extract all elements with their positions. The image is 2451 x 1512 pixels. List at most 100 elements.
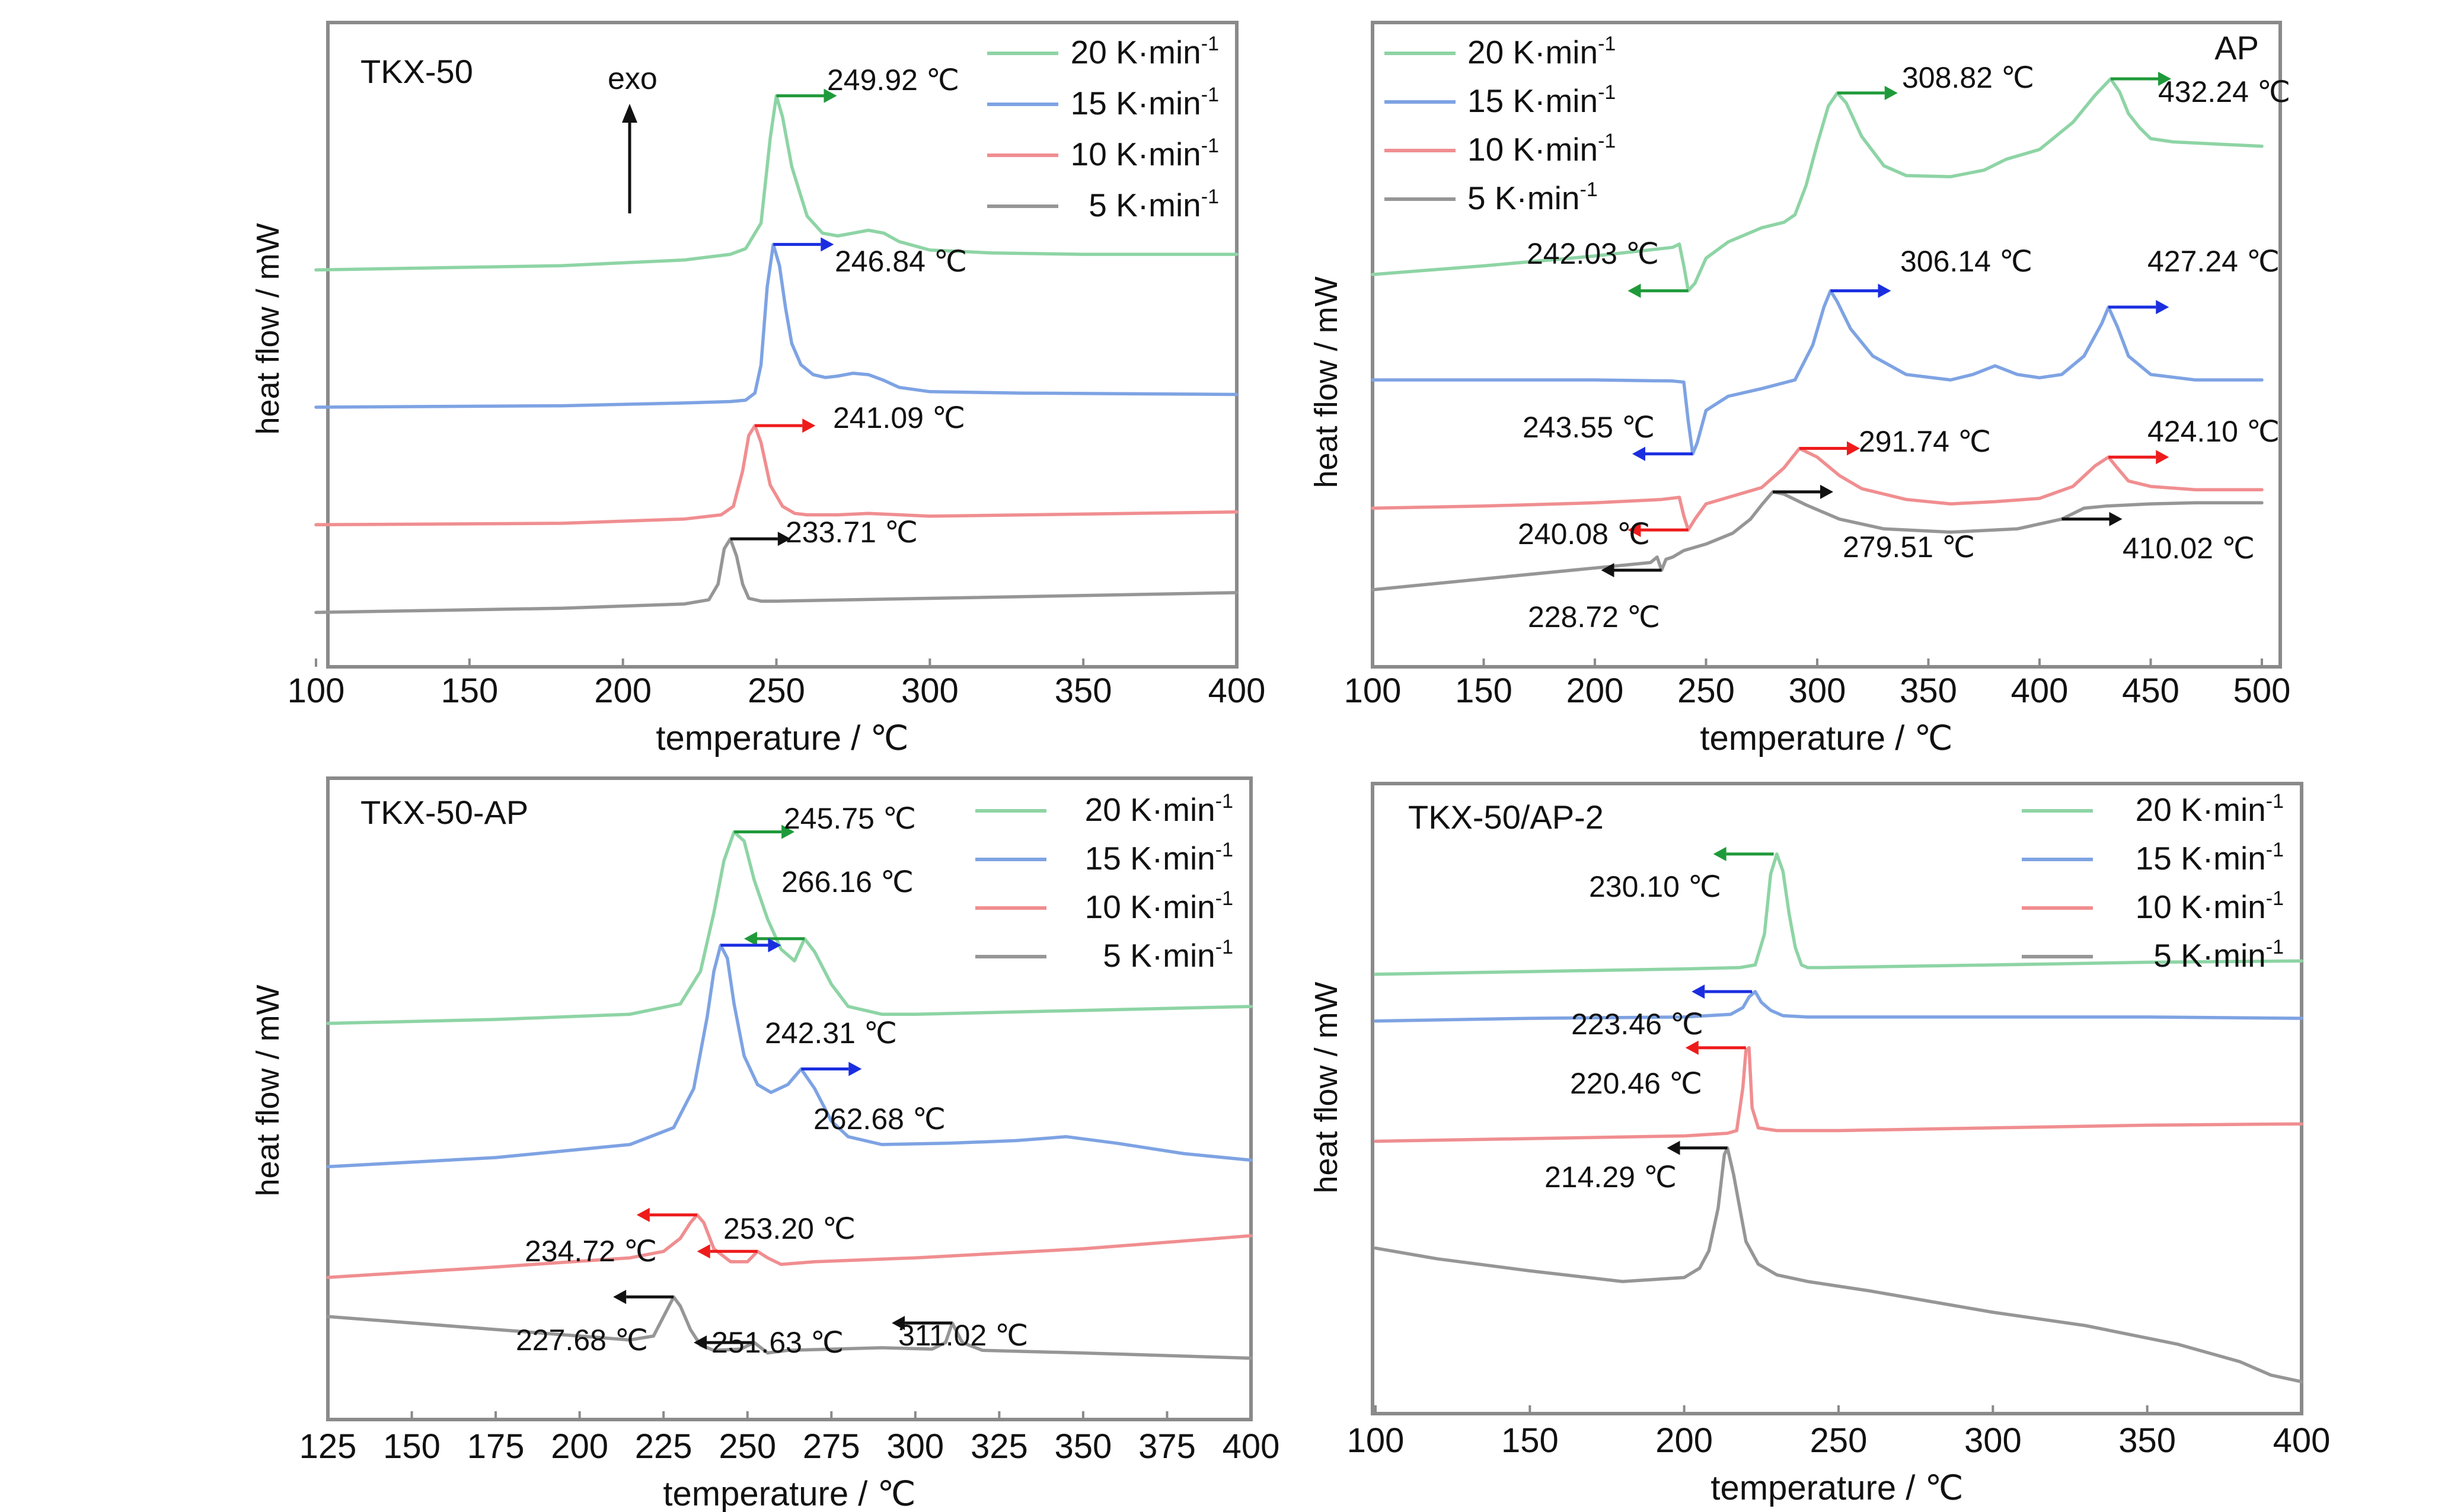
annotation-arrowhead <box>613 1290 627 1305</box>
legend-entry: 10 K·min-1 <box>1071 135 1219 172</box>
peak-annotation: 242.31 ℃ <box>765 1016 897 1050</box>
annotation-arrowhead <box>1667 1140 1680 1155</box>
x-tick-label: 350 <box>1055 672 1112 710</box>
legend-entry: 15 K·min-1 <box>2136 839 2284 877</box>
legend-entry: 10 K·min-1 <box>1467 130 1616 168</box>
x-tick-label: 400 <box>1208 672 1266 710</box>
peak-annotation: 245.75 ℃ <box>784 802 916 835</box>
chart-panel-3: 20 K·min-1 15 K·min-1 10 K·min-1 5 K·min-1 T… <box>250 776 1280 1512</box>
peak-annotation: 227.68 ℃ <box>516 1324 648 1357</box>
chart-title: TKX-50-AP <box>360 794 528 831</box>
legend-entry: 5 K·min-1 <box>1103 936 1233 974</box>
x-tick-label: 200 <box>594 672 652 710</box>
annotation-arrowhead <box>1820 484 1833 499</box>
x-tick-label: 400 <box>2011 672 2069 710</box>
peak-annotation: 308.82 ℃ <box>1902 61 2034 94</box>
peak-annotation: 262.68 ℃ <box>813 1102 946 1136</box>
legend-entry: 15 K·min-1 <box>1085 839 1233 877</box>
plot-frame <box>1371 782 2303 1415</box>
x-tick-label: 325 <box>971 1427 1028 1466</box>
x-tick-label: 500 <box>2233 672 2291 710</box>
annotation-arrowhead <box>821 237 834 252</box>
peak-annotation: 223.46 ℃ <box>1571 1008 1703 1041</box>
peak-annotation: 230.10 ℃ <box>1589 870 1721 903</box>
legend-entry: 15 K·min-1 <box>1071 84 1219 122</box>
series-line-5K <box>314 537 1239 615</box>
x-axis-label: temperature / ℃ <box>663 1475 915 1512</box>
x-tick-label: 100 <box>288 672 345 710</box>
series-line-10K <box>326 1213 1253 1279</box>
chart-panel-2: 20 K·min-1 15 K·min-1 10 K·min-1 5 K·min-1 A… <box>1309 21 2291 757</box>
x-tick-label: 350 <box>1900 672 1957 710</box>
x-tick-label: 250 <box>748 672 805 710</box>
peak-annotation: 246.84 ℃ <box>835 245 967 278</box>
plot-frame <box>326 776 1253 1421</box>
annotation-arrowhead <box>1627 523 1641 538</box>
series-line-15K <box>314 242 1239 409</box>
series-line-10K <box>1371 446 2264 532</box>
x-tick-label: 150 <box>383 1427 441 1466</box>
exo-arrow-head <box>622 104 637 123</box>
legend-entry: 15 K·min-1 <box>1467 81 1616 119</box>
peak-annotation: 228.72 ℃ <box>1528 600 1660 634</box>
legend-entry: 10 K·min-1 <box>2136 887 2284 925</box>
x-tick-label: 250 <box>719 1427 776 1466</box>
x-tick-label: 200 <box>1655 1421 1713 1460</box>
x-tick-label: 300 <box>1789 672 1846 710</box>
peak-annotation: 243.55 ℃ <box>1523 411 1655 444</box>
legend-entry: 5 K·min-1 <box>1089 186 1219 223</box>
series-line-5K <box>1371 490 2264 592</box>
x-tick-label: 350 <box>2118 1421 2176 1460</box>
x-axis-label: temperature / ℃ <box>656 719 908 757</box>
x-tick-label: 400 <box>2273 1421 2331 1460</box>
peak-annotation: 249.92 ℃ <box>827 63 959 97</box>
annotation-arrowhead <box>802 418 816 433</box>
x-tick-label: 200 <box>551 1427 608 1466</box>
annotation-arrowhead <box>824 88 837 103</box>
x-tick-label: 200 <box>1566 672 1624 710</box>
x-tick-label: 300 <box>886 1427 944 1466</box>
annotation-arrowhead <box>848 1062 862 1076</box>
series-line-10K <box>314 424 1239 527</box>
peak-annotation: 234.72 ℃ <box>525 1235 657 1268</box>
annotation-arrowhead <box>1692 984 1705 999</box>
chart-title: TKX-50/AP-2 <box>1408 798 1604 836</box>
peak-annotation: 427.24 ℃ <box>2147 245 2280 278</box>
annotation-arrowhead <box>1884 85 1898 100</box>
peak-annotation: 291.74 ℃ <box>1859 425 1991 458</box>
x-tick-label: 225 <box>635 1427 692 1466</box>
peak-annotation: 251.63 ℃ <box>711 1326 844 1359</box>
series-line-20K <box>314 94 1239 272</box>
series-line-5K <box>326 1295 1253 1360</box>
x-tick-label: 275 <box>803 1427 860 1466</box>
peak-annotation: 424.10 ℃ <box>2147 415 2280 448</box>
annotation-arrowhead <box>1632 446 1645 461</box>
annotation-arrowhead <box>781 824 795 839</box>
peak-annotation: 240.08 ℃ <box>1518 517 1650 551</box>
peak-annotation: 279.51 ℃ <box>1843 530 1975 564</box>
x-tick-label: 450 <box>2122 672 2179 710</box>
series-line-10K <box>1374 1046 2303 1143</box>
series-line-15K <box>326 944 1253 1169</box>
annotation-arrowhead <box>768 938 781 952</box>
series-line-20K <box>1371 77 2264 293</box>
annotation-arrowhead <box>2156 300 2169 315</box>
peak-annotation: 432.24 ℃ <box>2158 75 2290 108</box>
series-line-15K <box>1374 990 2303 1023</box>
x-tick-label: 375 <box>1138 1427 1196 1466</box>
annotation-arrowhead <box>892 1316 905 1331</box>
annotation-arrowhead <box>1878 283 1891 298</box>
y-axis-label: heat flow / mW <box>1309 276 1344 488</box>
annotation-arrowhead <box>1713 846 1726 861</box>
legend-entry: 20 K·min-1 <box>1085 790 1233 828</box>
x-tick-label: 400 <box>1223 1427 1280 1466</box>
annotation-arrowhead <box>636 1207 650 1222</box>
x-tick-label: 125 <box>299 1427 357 1466</box>
annotation-arrowhead <box>2158 72 2171 87</box>
peak-annotation: 306.14 ℃ <box>1900 245 2032 278</box>
legend-entry: 10 K·min-1 <box>1085 887 1233 925</box>
peak-annotation: 253.20 ℃ <box>723 1212 856 1245</box>
annotation-arrowhead <box>743 931 757 946</box>
x-tick-label: 300 <box>1964 1421 2022 1460</box>
legend-entry: 5 K·min-1 <box>2153 936 2284 974</box>
